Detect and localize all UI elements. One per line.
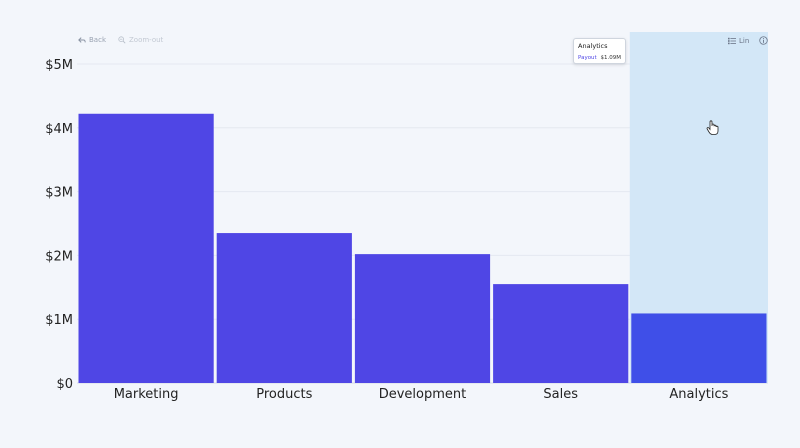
back-label: Back <box>89 36 106 44</box>
list-icon <box>728 37 736 44</box>
y-tick-label: $0 <box>56 377 73 392</box>
bar-products <box>216 233 352 383</box>
y-tick-label: $4M <box>45 122 73 137</box>
back-button[interactable]: Back <box>78 36 106 44</box>
tooltip-value: $1.09M <box>600 55 622 61</box>
tooltip-title: Analytics <box>578 42 608 50</box>
x-tick-label: Products <box>256 387 312 402</box>
y-tick-label: $1M <box>45 313 73 328</box>
x-tick-label: Sales <box>543 387 578 402</box>
y-tick-layer: $0 $1M $2M $3M $4M $5M <box>45 58 73 392</box>
info-icon <box>759 36 768 45</box>
x-tick-label: Analytics <box>669 387 728 402</box>
chart-tooltip: Analytics Payout $1.09M <box>573 38 626 64</box>
info-button[interactable] <box>759 36 768 45</box>
y-tick-label: $2M <box>45 249 73 264</box>
scale-label: Lin <box>739 36 750 45</box>
zoom-out-button[interactable]: Zoom-out <box>118 36 163 44</box>
tooltip-row: Payout $1.09M <box>578 55 621 61</box>
chart-toolbar-left: Back Zoom-out <box>78 36 163 44</box>
y-tick-label: $5M <box>45 58 73 73</box>
bar-sales <box>493 284 629 383</box>
x-tick-layer: Marketing Products Development Sales Analyti… <box>114 387 729 402</box>
bar-development <box>354 254 491 383</box>
hand-cursor-icon <box>706 120 719 135</box>
tooltip-key: Payout <box>578 55 597 61</box>
x-tick-label: Marketing <box>114 387 179 402</box>
bar-analytics <box>631 313 767 383</box>
zoom-out-label: Zoom-out <box>129 36 164 44</box>
back-arrow-icon <box>78 37 86 43</box>
y-tick-label: $3M <box>45 186 73 201</box>
bar-marketing <box>78 113 214 383</box>
bar-layer <box>78 113 767 383</box>
chart-toolbar-right: Lin <box>728 36 768 45</box>
scale-toggle-button[interactable]: Lin <box>728 37 749 45</box>
x-tick-label: Development <box>379 387 467 402</box>
zoom-out-icon <box>118 36 126 44</box>
